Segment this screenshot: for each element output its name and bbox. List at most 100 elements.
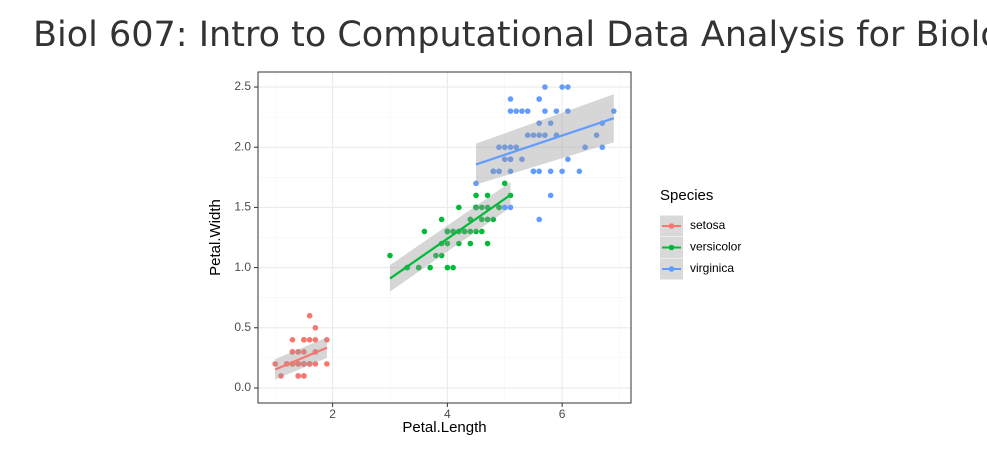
point <box>547 168 554 175</box>
point <box>507 96 514 102</box>
point <box>513 108 520 114</box>
point <box>289 349 296 355</box>
point <box>547 192 554 199</box>
point <box>295 349 301 355</box>
point <box>507 168 514 175</box>
point <box>559 84 565 90</box>
point <box>536 216 542 223</box>
point <box>484 216 491 223</box>
point <box>536 120 542 126</box>
point <box>513 144 520 151</box>
point <box>461 228 468 235</box>
point <box>312 361 319 367</box>
point <box>542 108 548 114</box>
point <box>524 108 531 114</box>
point <box>450 264 456 271</box>
y-tick-label: 0.0 <box>234 380 251 394</box>
point <box>312 337 319 343</box>
point <box>295 373 301 379</box>
point <box>484 240 491 247</box>
x-tick-label: 6 <box>559 407 566 421</box>
point <box>444 228 451 235</box>
point <box>306 312 313 319</box>
point <box>599 144 606 151</box>
y-tick-label: 1.0 <box>234 260 251 274</box>
legend-point <box>668 266 675 272</box>
point <box>496 204 502 211</box>
point <box>501 144 508 151</box>
point <box>456 240 462 247</box>
point <box>593 132 600 138</box>
point <box>301 337 307 343</box>
point <box>536 132 542 138</box>
point <box>479 216 485 223</box>
legend-point <box>668 223 675 229</box>
point <box>519 108 525 114</box>
point <box>421 228 428 235</box>
point <box>312 324 319 331</box>
point <box>444 264 451 271</box>
point <box>501 180 508 187</box>
point <box>553 108 560 114</box>
point <box>536 96 542 102</box>
point <box>507 108 514 114</box>
point <box>473 228 479 235</box>
point <box>306 337 313 343</box>
point <box>473 180 479 187</box>
point <box>501 204 508 211</box>
point <box>565 156 571 163</box>
point <box>324 337 330 343</box>
legend-label: setosa <box>690 218 726 232</box>
point <box>530 132 537 138</box>
point <box>479 204 485 211</box>
fit-line <box>274 346 328 371</box>
point <box>507 156 514 163</box>
legend-label: virginica <box>690 261 734 275</box>
slide-title: Biol 607: Intro to Computational Data An… <box>33 15 987 55</box>
point <box>519 156 525 163</box>
point <box>484 192 491 199</box>
point <box>456 204 462 211</box>
point <box>507 204 514 211</box>
fit-line <box>389 193 512 280</box>
x-axis-label: Petal.Length <box>402 419 486 436</box>
point <box>542 84 548 90</box>
point <box>301 361 307 367</box>
point <box>501 156 508 163</box>
fit-line <box>475 117 615 166</box>
plot-border <box>257 71 632 404</box>
point <box>565 84 571 90</box>
point <box>576 168 583 175</box>
point <box>278 373 284 379</box>
y-tick-label: 1.5 <box>234 200 251 214</box>
legend-title: Species <box>660 187 713 204</box>
point <box>559 168 565 175</box>
point <box>295 361 301 367</box>
point <box>565 108 571 114</box>
point <box>542 132 548 138</box>
point <box>582 144 588 151</box>
point <box>467 240 474 247</box>
y-axis-label: Petal.Width <box>207 199 224 276</box>
point <box>530 168 537 175</box>
point <box>536 168 542 175</box>
x-tick-label: 2 <box>329 407 336 421</box>
point <box>507 144 514 151</box>
point <box>473 192 479 199</box>
point <box>415 264 422 271</box>
confidence-band <box>476 94 614 185</box>
point <box>438 216 445 223</box>
legend-label: versicolor <box>690 240 741 254</box>
point <box>490 168 497 175</box>
legend-point <box>668 244 675 251</box>
y-tick-label: 2.0 <box>234 139 251 153</box>
point <box>387 252 393 259</box>
point <box>324 361 330 367</box>
point <box>473 204 479 211</box>
point <box>479 228 485 235</box>
point <box>496 168 502 175</box>
point <box>490 216 497 223</box>
point <box>496 144 502 151</box>
